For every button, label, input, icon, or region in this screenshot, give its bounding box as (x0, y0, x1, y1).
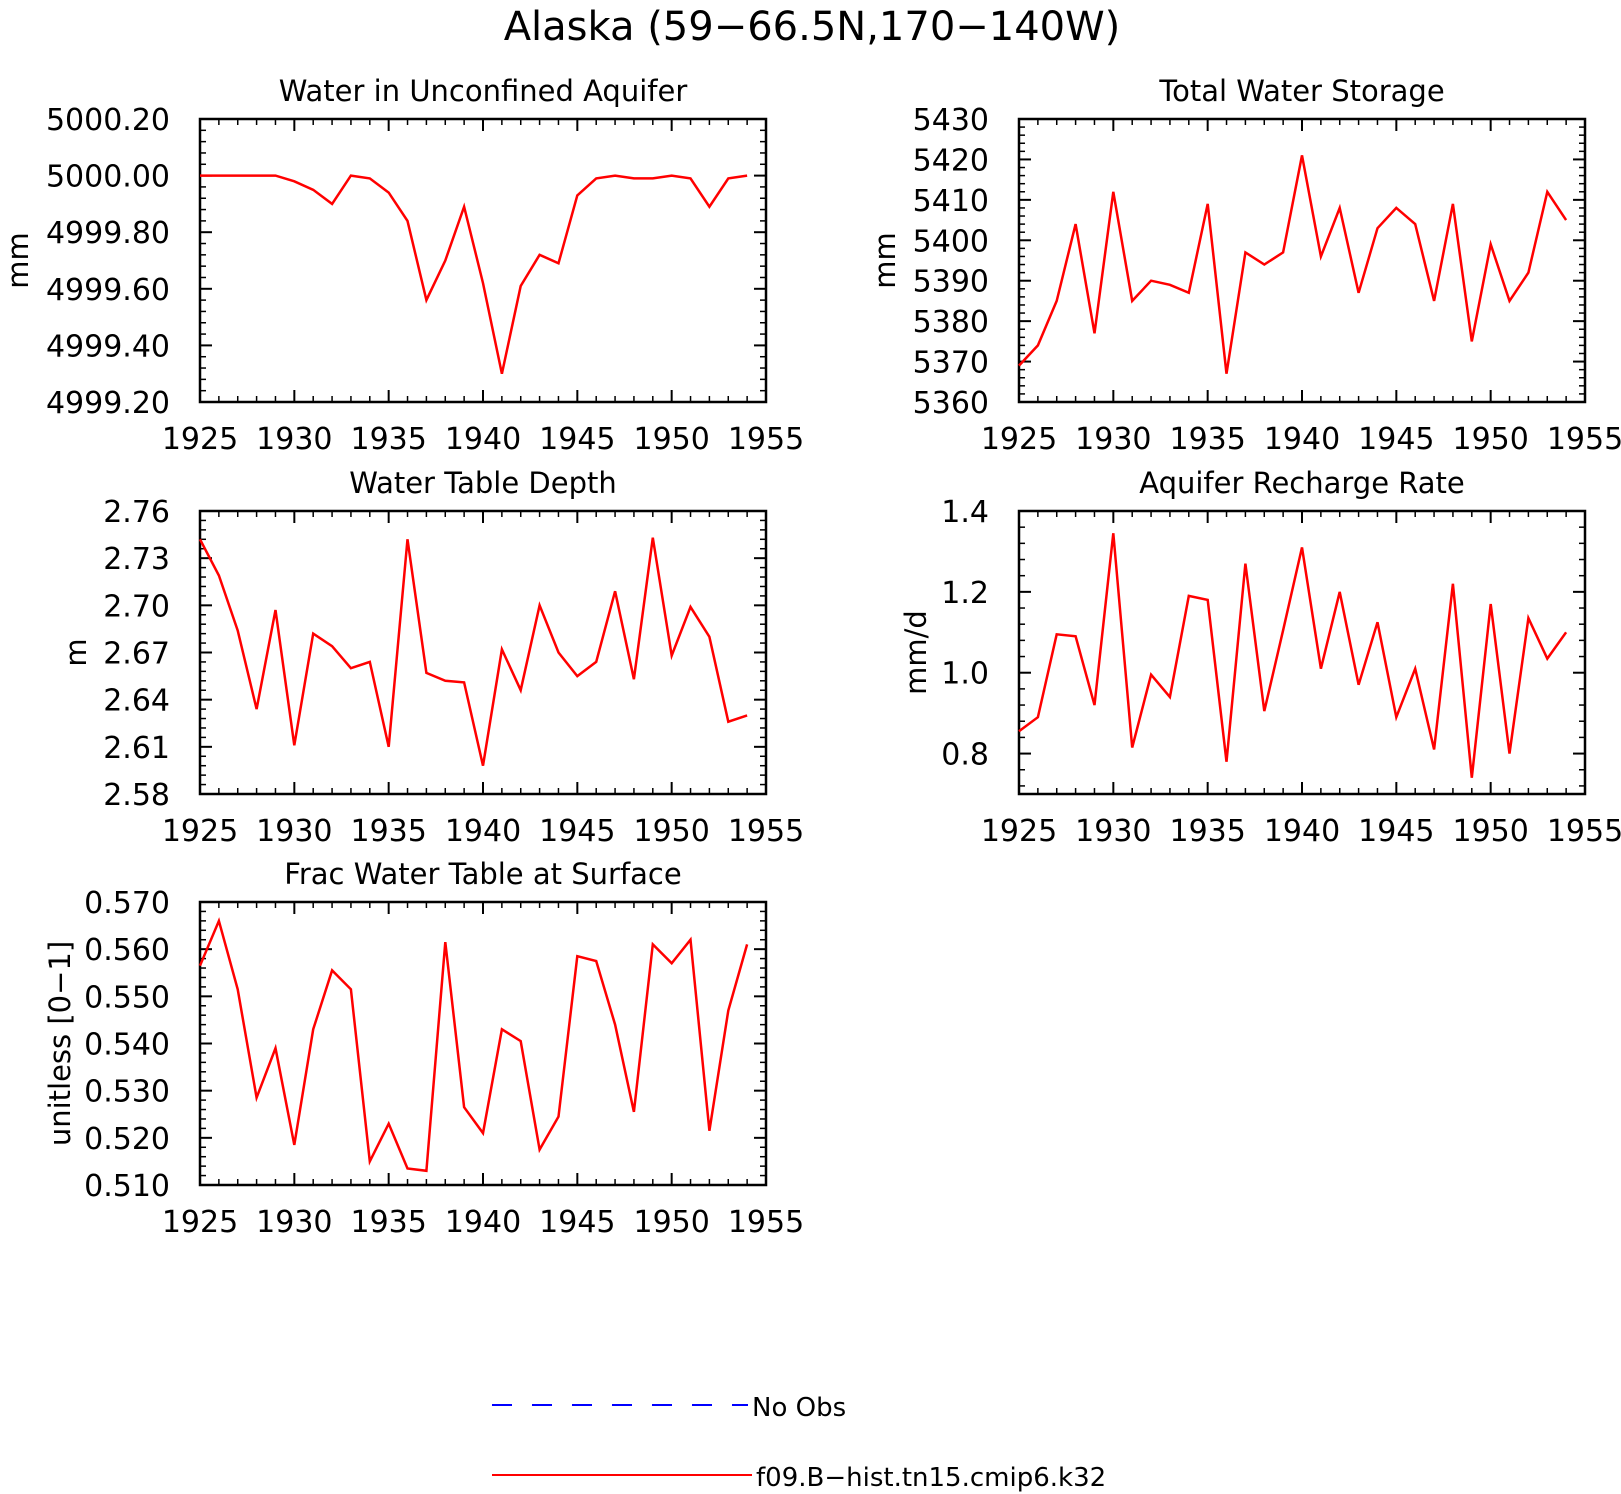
y-tick-label: 2.70 (103, 589, 170, 624)
x-tick-label: 1940 (1264, 422, 1340, 457)
series-line (1018, 155, 1568, 374)
y-tick-label: 2.58 (103, 778, 170, 813)
panels: Water in Unconfined Aquifer 1925 1930 1935 1… (1, 74, 1621, 1240)
x-tick-label: 1950 (633, 1205, 709, 1240)
y-tick-label: 5420 (913, 143, 989, 178)
y-tick-label: 5370 (913, 346, 989, 381)
y-tick-label: 2.76 (103, 495, 170, 530)
x-tick-label: 1950 (633, 422, 709, 457)
y-tick-label: 4999.80 (46, 216, 170, 251)
y-tick-label: 4999.20 (46, 386, 170, 421)
y-axis-label: mm (868, 232, 902, 289)
y-tick-label: 4999.40 (46, 329, 170, 364)
x-tick-label: 1945 (539, 814, 615, 849)
y-tick-label: 4999.60 (46, 273, 170, 308)
x-tick-label: 1935 (1169, 422, 1245, 457)
y-tick-label: 0.510 (84, 1169, 170, 1204)
y-tick-label: 1.0 (941, 657, 989, 692)
x-tick-label: 1925 (162, 422, 238, 457)
y-tick-label: 5000.00 (46, 160, 170, 195)
chart-panel-3: Water Table Depth 1925 1930 1935 1940 1945 195… (59, 466, 804, 849)
y-tick-label: 5400 (913, 224, 989, 259)
y-tick-label: 0.540 (84, 1028, 170, 1063)
y-tick-label: 0.8 (941, 738, 989, 773)
y-tick-label: 0.520 (84, 1122, 170, 1157)
chart-title: Water in Unconfined Aquifer (279, 74, 688, 108)
y-tick-label: 5380 (913, 305, 989, 340)
y-axis-label: unitless [0−1] (43, 941, 77, 1146)
y-tick-label: 5390 (913, 265, 989, 300)
x-tick-label: 1925 (981, 814, 1057, 849)
x-tick-label: 1930 (1075, 422, 1151, 457)
x-tick-label: 1940 (445, 422, 521, 457)
series-line (198, 537, 748, 766)
x-tick-label: 1940 (1264, 814, 1340, 849)
series-line (1018, 533, 1568, 778)
chart-panel-1: Water in Unconfined Aquifer 1925 1930 1935 1… (1, 74, 804, 457)
y-tick-label: 2.61 (103, 731, 170, 766)
x-tick-label: 1935 (350, 422, 426, 457)
x-tick-label: 1955 (728, 1205, 804, 1240)
chart-title: Aquifer Recharge Rate (1139, 466, 1465, 500)
y-tick-label: 5430 (913, 103, 989, 138)
y-tick-label: 2.64 (103, 684, 170, 719)
chart-title: Frac Water Table at Surface (284, 857, 681, 891)
x-tick-label: 1925 (162, 1205, 238, 1240)
plot-frame (198, 117, 768, 404)
y-tick-label: 0.560 (84, 933, 170, 968)
legend-obs-label: No Obs (752, 1393, 846, 1423)
x-tick-label: 1955 (1547, 422, 1621, 457)
x-tick-label: 1930 (1075, 814, 1151, 849)
x-tick-label: 1945 (1358, 422, 1434, 457)
x-tick-label: 1930 (256, 422, 332, 457)
y-axis-label: mm/d (899, 610, 933, 695)
x-tick-label: 1945 (539, 422, 615, 457)
x-tick-label: 1935 (350, 814, 426, 849)
y-tick-label: 1.4 (941, 495, 989, 530)
y-tick-label: 0.550 (84, 980, 170, 1015)
chart-title: Total Water Storage (1158, 74, 1444, 108)
y-tick-label: 2.73 (103, 542, 170, 577)
x-tick-label: 1950 (633, 814, 709, 849)
y-tick-label: 0.570 (84, 886, 170, 921)
x-tick-label: 1955 (1547, 814, 1621, 849)
plot-frame (198, 900, 768, 1187)
x-tick-label: 1935 (350, 1205, 426, 1240)
x-tick-label: 1930 (256, 1205, 332, 1240)
y-axis-label: m (59, 638, 93, 666)
chart-panel-4: Aquifer Recharge Rate 1925 1930 1935 1940 194… (899, 466, 1621, 849)
chart-panel-5: Frac Water Table at Surface 1925 1930 1935 1… (43, 857, 804, 1240)
y-tick-label: 2.67 (103, 637, 170, 672)
y-tick-label: 0.530 (84, 1075, 170, 1110)
x-tick-label: 1950 (1452, 814, 1528, 849)
series-line (198, 917, 749, 1173)
y-tick-label: 5360 (913, 386, 989, 421)
chart-panel-2: Total Water Storage 1925 1930 1935 1940 1945 1… (868, 74, 1621, 457)
chart-title: Water Table Depth (349, 466, 617, 500)
x-tick-label: 1940 (445, 1205, 521, 1240)
y-tick-label: 5410 (913, 184, 989, 219)
x-tick-label: 1955 (728, 814, 804, 849)
y-tick-label: 1.2 (941, 576, 989, 611)
y-axis-label: mm (1, 232, 35, 289)
figure-title: Alaska (59−66.5N,170−140W) (504, 4, 1121, 50)
x-tick-label: 1955 (728, 422, 804, 457)
legend: No Obs f09.B−hist.tn15.cmip6.k32 (492, 1393, 1106, 1493)
legend-model-label: f09.B−hist.tn15.cmip6.k32 (756, 1463, 1106, 1493)
x-tick-label: 1925 (162, 814, 238, 849)
x-tick-label: 1950 (1452, 422, 1528, 457)
series-line (200, 174, 748, 374)
x-tick-label: 1925 (981, 422, 1057, 457)
y-tick-label: 5000.20 (46, 103, 170, 138)
x-tick-label: 1935 (1169, 814, 1245, 849)
x-tick-label: 1945 (539, 1205, 615, 1240)
x-tick-label: 1930 (256, 814, 332, 849)
x-tick-label: 1940 (445, 814, 521, 849)
plot-frame (198, 509, 768, 796)
x-tick-label: 1945 (1358, 814, 1434, 849)
